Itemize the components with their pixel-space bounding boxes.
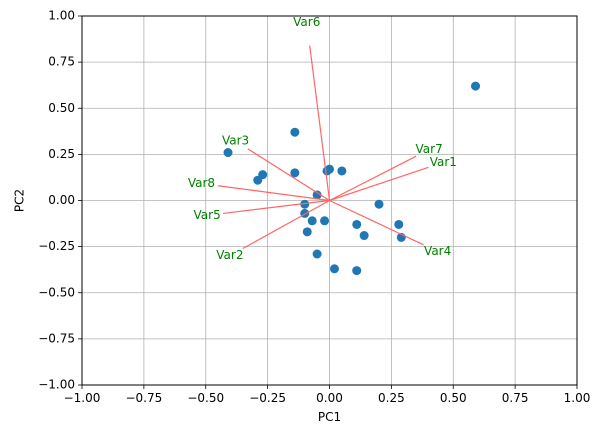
data-point	[290, 127, 300, 137]
loading-arrow-var2	[242, 199, 330, 249]
data-point	[374, 199, 384, 209]
loading-label-var6: Var6	[293, 15, 320, 29]
y-tick-label: −1.00	[38, 378, 75, 392]
x-tick-label: 0.50	[440, 391, 467, 405]
y-tick-label: 0.50	[48, 101, 75, 115]
data-point	[352, 266, 362, 276]
data-point	[329, 264, 339, 274]
x-axis-label: PC1	[318, 410, 341, 424]
y-tick-label: 0.75	[48, 55, 75, 69]
loading-arrows	[218, 45, 429, 249]
y-tick-label: −0.75	[38, 331, 75, 345]
loading-arrow-var1	[329, 166, 429, 202]
data-point	[302, 227, 312, 237]
y-tick-label: 1.00	[48, 9, 75, 23]
loading-arrow-var7	[329, 155, 417, 202]
data-point	[290, 168, 300, 178]
loading-arrow-var8	[218, 185, 330, 202]
loading-label-var4: Var4	[424, 244, 451, 258]
loading-label-var8: Var8	[188, 176, 215, 190]
data-point	[307, 216, 317, 226]
x-tick-label: −0.75	[125, 391, 162, 405]
data-point	[312, 249, 322, 259]
y-tick-label: −0.50	[38, 285, 75, 299]
y-tick-label: −0.25	[38, 239, 75, 253]
y-tick-label: 0.25	[48, 147, 75, 161]
loading-label-var2: Var2	[216, 248, 243, 262]
data-point	[394, 219, 404, 229]
loading-labels: Var1 Var2 Var3 Var4 Var5 Var6 Var7 Var8	[188, 15, 457, 262]
y-axis-label: PC2	[13, 189, 27, 212]
x-tick-label: −0.50	[187, 391, 224, 405]
x-tick-label: 0.25	[378, 391, 405, 405]
data-point	[312, 190, 322, 200]
loading-arrow-var6	[309, 45, 331, 201]
loading-arrow-var4	[329, 199, 424, 246]
x-tick-label: −1.00	[64, 391, 101, 405]
x-tick-label: 0.75	[502, 391, 529, 405]
x-tick-label: 1.00	[564, 391, 591, 405]
x-tick-label: 0.00	[316, 391, 343, 405]
y-tick-label: 0.00	[48, 193, 75, 207]
loading-arrow-var5	[223, 199, 330, 215]
loading-arrow-var3	[247, 148, 330, 202]
x-axis-ticks: −1.00 −0.75 −0.50 −0.25 0.00 0.25 0.50 0.75 1.00	[64, 385, 591, 405]
data-point	[352, 219, 362, 229]
data-point	[471, 81, 481, 91]
data-point	[253, 175, 263, 185]
data-point	[359, 231, 369, 241]
x-tick-label: −0.25	[249, 391, 286, 405]
data-point	[223, 148, 233, 158]
data-point	[320, 216, 330, 226]
data-point	[325, 164, 334, 174]
data-point	[337, 166, 347, 176]
loading-label-var3: Var3	[222, 134, 249, 148]
y-axis-ticks: −1.00 −0.75 −0.50 −0.25 0.00 0.25 0.50 0.75 1.00	[38, 9, 82, 392]
loading-label-var1: Var1	[430, 155, 457, 169]
loading-label-var7: Var7	[416, 142, 443, 156]
loading-label-var5: Var5	[194, 208, 221, 222]
data-point	[300, 199, 310, 209]
